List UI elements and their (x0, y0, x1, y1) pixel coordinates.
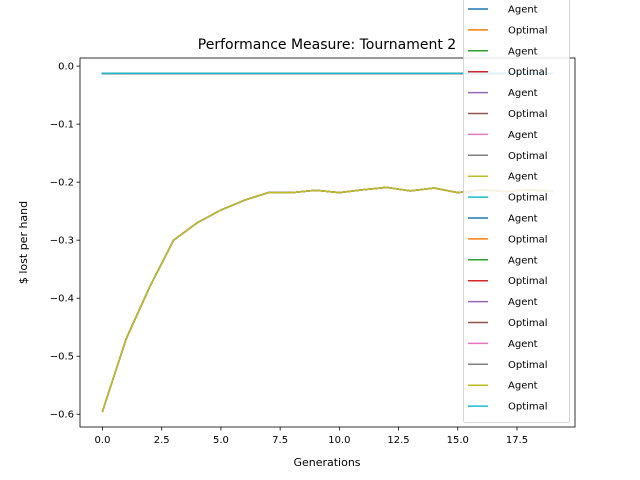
legend-label: Optimal (508, 402, 548, 413)
legend-entry: Agent (468, 172, 538, 183)
x-tick-label: 15.0 (447, 435, 469, 446)
legend-label: Optimal (508, 276, 548, 287)
legend-entry: Agent (468, 297, 538, 308)
legend-entry: Optimal (468, 318, 548, 329)
legend-entry: Agent (468, 130, 538, 141)
legend-label: Optimal (508, 151, 548, 162)
x-tick-label: 17.5 (506, 435, 528, 446)
legend-entry: Agent (468, 381, 538, 392)
legend-label: Agent (508, 130, 538, 141)
x-tick-label: 10.0 (328, 435, 350, 446)
y-tick-label: −0.1 (50, 120, 74, 131)
legend-box (463, 0, 570, 423)
y-tick-label: −0.2 (50, 178, 74, 189)
y-tick-label: −0.6 (50, 410, 74, 421)
legend-entry: Optimal (468, 402, 548, 413)
x-axis-label: Generations (293, 456, 360, 469)
legend-entry: Optimal (468, 151, 548, 162)
legend-entry: Agent (468, 339, 538, 350)
legend-label: Agent (508, 46, 538, 57)
x-tick-label: 5.0 (213, 435, 229, 446)
y-axis: 0.0 −0.1 −0.2 −0.3 −0.4 −0.5 −0.6 (50, 62, 80, 421)
legend-entry: Agent (468, 5, 538, 16)
legend-entry: Optimal (468, 67, 548, 78)
legend-label: Optimal (508, 67, 548, 78)
legend-entry: Optimal (468, 234, 548, 245)
legend-label: Optimal (508, 318, 548, 329)
legend-entry: Optimal (468, 109, 548, 120)
legend-label: Optimal (508, 109, 548, 120)
legend-label: Optimal (508, 193, 548, 204)
x-tick-label: 2.5 (154, 435, 170, 446)
legend-label: Agent (508, 5, 538, 16)
x-axis: 0.0 2.5 5.0 7.5 10.0 12.5 15.0 17.5 (95, 427, 528, 446)
legend-entry: Optimal (468, 25, 548, 36)
legend-label: Agent (508, 172, 538, 183)
legend-label: Optimal (508, 234, 548, 245)
legend-label: Optimal (508, 360, 548, 371)
legend-entry: Agent (468, 255, 538, 266)
y-tick-label: −0.5 (50, 352, 74, 363)
legend-label: Agent (508, 297, 538, 308)
chart-title: Performance Measure: Tournament 2 (198, 37, 456, 53)
y-tick-label: −0.4 (50, 294, 74, 305)
x-tick-label: 0.0 (95, 435, 111, 446)
legend-entry: Optimal (468, 276, 548, 287)
legend-label: Agent (508, 88, 538, 99)
legend-label: Optimal (508, 25, 548, 36)
legend-label: Agent (508, 381, 538, 392)
legend-entry: Agent (468, 88, 538, 99)
legend-label: Agent (508, 255, 538, 266)
legend-entry: Optimal (468, 360, 548, 371)
y-tick-label: 0.0 (58, 62, 74, 73)
legend: Agent Optimal Agent Optimal Agent Optimal Agen… (463, 0, 570, 423)
y-axis-label: $ lost per hand (17, 201, 30, 284)
x-tick-label: 12.5 (387, 435, 409, 446)
legend-entry: Agent (468, 46, 538, 57)
legend-label: Agent (508, 339, 538, 350)
legend-entry: Optimal (468, 193, 548, 204)
plot-frame (79, 57, 576, 428)
y-tick-label: −0.3 (50, 236, 74, 247)
legend-entry: Agent (468, 214, 538, 225)
x-tick-label: 7.5 (272, 435, 288, 446)
legend-label: Agent (508, 214, 538, 225)
